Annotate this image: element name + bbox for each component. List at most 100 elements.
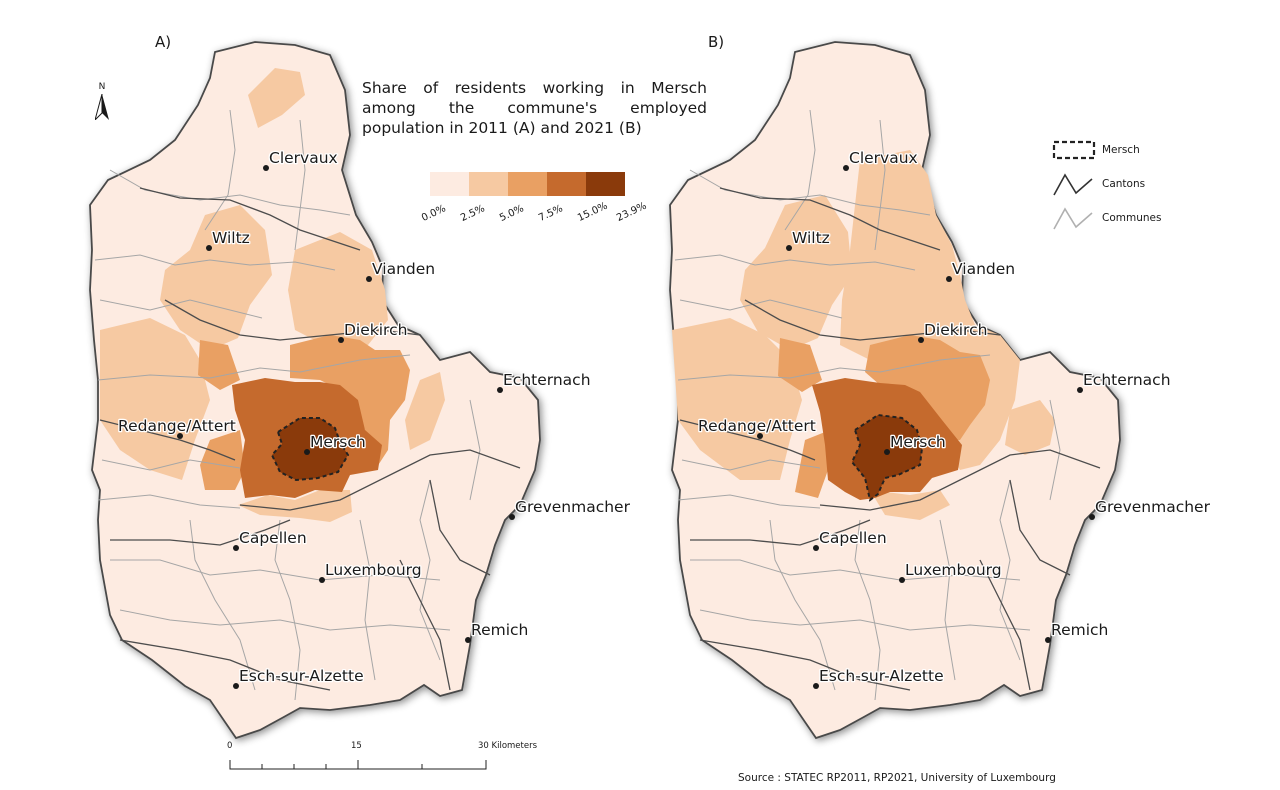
town-label: Vianden (952, 260, 1015, 278)
town-marker (366, 276, 372, 282)
source-note: Source : STATEC RP2011, RP2021, Universi… (738, 772, 1056, 784)
choropleth-areas-2021 (672, 150, 1055, 520)
town-vianden-2011: Vianden (366, 259, 436, 282)
town-diekirch-2021: Diekirch (918, 320, 989, 343)
town-grevenmacher-2011: Grevenmacher (509, 497, 632, 520)
town-marker (233, 545, 239, 551)
canton-boundaries-2021 (679, 187, 1101, 691)
legend-swatch-3 (547, 172, 586, 196)
commune-boundaries-2011 (94, 109, 481, 701)
legend-swatch-4 (586, 172, 625, 196)
key-row-communes: Communes (1052, 201, 1161, 235)
town-vianden-2021: Vianden (946, 259, 1016, 282)
commune-line-icon (1053, 207, 1093, 230)
key-label-mersch: Mersch (1102, 144, 1140, 156)
town-label: Capellen (239, 529, 307, 547)
town-label: Mersch (890, 433, 946, 451)
town-label: Echternach (503, 371, 591, 389)
map-2011 (89, 41, 541, 739)
key-row-cantons: Cantons (1052, 167, 1161, 201)
town-echternach-2021: Echternach (1077, 370, 1172, 393)
town-label: Luxembourg (905, 561, 1002, 579)
town-label: Clervaux (269, 149, 338, 167)
canton-boundaries-2011 (99, 187, 521, 691)
town-luxembourg-2011: Luxembourg (319, 560, 423, 583)
town-marker (497, 387, 503, 393)
town-luxembourg-2021: Luxembourg (899, 560, 1003, 583)
panel-label-b: B) (708, 33, 725, 51)
town-clervaux-2021: Clervaux (843, 148, 919, 171)
town-label: Mersch (310, 433, 366, 451)
town-marker (465, 637, 471, 643)
town-marker (319, 577, 325, 583)
town-label: Luxembourg (325, 561, 422, 579)
legend-swatch-0 (430, 172, 469, 196)
town-marker (899, 577, 905, 583)
scale-tick-15: 15 (351, 741, 362, 751)
map-title: Share of residents working in Mersch amo… (362, 79, 707, 137)
town-label: Grevenmacher (1095, 498, 1211, 516)
town-label: Grevenmacher (515, 498, 631, 516)
dashed-boundary-icon (1052, 140, 1096, 160)
town-marker (177, 433, 183, 439)
town-marker (757, 433, 763, 439)
town-marker (1077, 387, 1083, 393)
town-label: Esch-sur-Alzette (819, 667, 944, 685)
town-capellen-2011: Capellen (233, 528, 308, 551)
town-redange-attert-2021: Redange/Attert (697, 416, 817, 439)
town-esch-sur-alzette-2021: Esch-sur-Alzette (813, 666, 945, 689)
scale-tick-0: 0 (227, 741, 233, 751)
town-marker (843, 165, 849, 171)
town-remich-2011: Remich (465, 620, 530, 643)
town-marker (946, 276, 952, 282)
town-marker (263, 165, 269, 171)
town-marker (233, 683, 239, 689)
town-clervaux-2011: Clervaux (263, 148, 339, 171)
town-marker (1045, 637, 1051, 643)
key-label-communes: Communes (1102, 212, 1162, 224)
town-label: Capellen (819, 529, 887, 547)
scale-tick-30: 30 Kilometers (478, 741, 538, 751)
town-capellen-2021: Capellen (813, 528, 888, 551)
north-arrow-icon (95, 94, 109, 120)
panel-label-a: A) (155, 33, 172, 51)
commune-boundaries-2021 (674, 109, 1061, 701)
map-2021 (669, 41, 1121, 739)
town-label: Echternach (1083, 371, 1171, 389)
town-esch-sur-alzette-2011: Esch-sur-Alzette (233, 666, 365, 689)
legend-swatch-1 (469, 172, 508, 196)
town-marker (338, 337, 344, 343)
town-label: Redange/Attert (698, 417, 816, 435)
town-marker (813, 683, 819, 689)
canton-line-icon (1053, 173, 1093, 196)
town-diekirch-2011: Diekirch (338, 320, 409, 343)
key-label-cantons: Cantons (1102, 178, 1146, 190)
town-label: Wiltz (792, 229, 830, 247)
town-label: Clervaux (849, 149, 918, 167)
scale-bar: 0 15 30 Kilometers (227, 741, 537, 770)
town-remich-2021: Remich (1045, 620, 1110, 643)
town-grevenmacher-2021: Grevenmacher (1089, 497, 1212, 520)
town-marker (918, 337, 924, 343)
town-echternach-2011: Echternach (497, 370, 592, 393)
town-marker (1089, 514, 1095, 520)
town-wiltz-2021: Wiltz (786, 228, 831, 251)
legend-color-bar (430, 172, 625, 196)
town-label: Redange/Attert (118, 417, 236, 435)
town-mersch-2011: Mersch (304, 432, 367, 455)
north-label: N (98, 82, 106, 92)
town-label: Esch-sur-Alzette (239, 667, 364, 685)
town-mersch-2021: Mersch (884, 432, 947, 455)
town-redange-attert-2011: Redange/Attert (117, 416, 237, 439)
town-label: Diekirch (344, 321, 407, 339)
scale-bar-graphic (229, 760, 487, 770)
town-label: Diekirch (924, 321, 987, 339)
town-label: Vianden (372, 260, 435, 278)
town-wiltz-2011: Wiltz (206, 228, 251, 251)
town-marker (813, 545, 819, 551)
town-label: Wiltz (212, 229, 250, 247)
town-labels: Clervaux Wiltz Vianden Diekirch Echternach Re… (117, 148, 1212, 689)
boundary-key: Mersch Cantons Communes (1052, 133, 1161, 235)
legend-swatch-2 (508, 172, 547, 196)
